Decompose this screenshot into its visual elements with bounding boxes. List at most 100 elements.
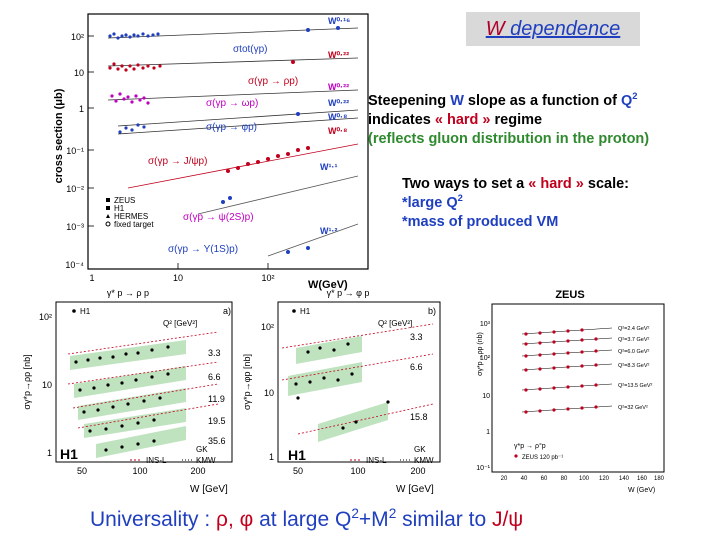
zeus-rho-plot: ZEUS σγ*p→ρp (nb) 10³ 10² 10 1 10⁻¹ Q²=2…	[476, 289, 665, 494]
phi-ytick-1: 10	[264, 388, 274, 398]
zeus-ylabel: σγ*p→ρp (nb)	[477, 332, 484, 376]
main-legend-h1: H1	[114, 204, 125, 213]
zeus-xtick-3: 80	[561, 476, 568, 482]
phi-h1-tag: H1	[288, 447, 306, 463]
bottom-plus-m: +M	[358, 508, 389, 531]
rho-ytick-1: 10	[42, 380, 52, 390]
rho-panel-label: a)	[223, 306, 231, 316]
zeus-q2-4: Q²=13.5 GeV²	[618, 383, 653, 389]
rho-q2-3: 19.5	[208, 416, 226, 426]
main-label-upsilon: σ(γp → Υ(1S)p)	[168, 244, 238, 255]
rho-xtick-0: 50	[77, 466, 87, 476]
text1-line1-a: Steepening	[368, 93, 451, 109]
main-plot-frame	[87, 13, 369, 270]
main-ytick-5: 10⁻³	[66, 222, 84, 232]
zeus-q2-0: Q²=2.4 GeV²	[618, 326, 650, 332]
text1-hard: « hard »	[434, 112, 491, 128]
phi-model-insl: INS-L	[366, 456, 387, 465]
main-label-jpsi: σ(γp → J/ψp)	[148, 156, 207, 167]
main-ylabel: cross section (μb)	[53, 88, 65, 183]
main-label-psi2s: σ(γp → ψ(2S)p)	[183, 212, 254, 223]
phi-w-plot: γ* p → φ p b) H1 Q² [GeV²] σγ*p→φp [nb] …	[242, 288, 441, 495]
phi-q2-0: 3.3	[410, 332, 423, 342]
zeus-xtick-4: 100	[579, 476, 590, 482]
text2-line1-a: Two ways to set a	[402, 176, 529, 192]
main-power-7: W¹·²	[320, 226, 338, 236]
slide-title: W dependence	[486, 18, 621, 41]
main-label-phi: σ(γp → φp)	[206, 122, 257, 133]
rho-model-kmw: KMW	[196, 456, 216, 465]
zeus-ytick-1: 10²	[480, 355, 491, 362]
main-power-5: W⁰·⁸	[328, 126, 347, 136]
text2-hard: « hard »	[528, 176, 584, 192]
phi-q2-header: Q² [GeV²]	[378, 319, 412, 328]
rho-q2-1: 6.6	[208, 372, 221, 382]
main-ytick-2: 1	[79, 104, 84, 114]
main-label-tot: σtot(γp)	[233, 44, 268, 55]
text1-q: Q2	[620, 91, 638, 109]
rho-plot-header: γ* p → ρ p	[107, 288, 149, 298]
main-data-points	[108, 26, 340, 254]
rho-model-insl: INS-L	[146, 456, 167, 465]
zeus-ytick-0: 10³	[480, 321, 491, 328]
rho-h1-tag: H1	[60, 446, 78, 462]
main-power-4: W⁰·⁸	[328, 112, 347, 122]
zeus-xtick-2: 60	[541, 476, 548, 482]
zeus-q2-3: Q²=8.3 GeV²	[618, 363, 650, 369]
main-cross-section-plot: cross section (μb) W(GeV) 10² 10 1 10⁻¹ …	[53, 13, 369, 291]
phi-ylabel: σγ*p→φp [nb]	[242, 354, 252, 410]
main-legend-fixed: fixed target	[114, 220, 154, 229]
steepening-text: Steepening W slope as a function of Q2 i…	[368, 91, 650, 149]
zeus-xtick-6: 140	[619, 476, 630, 482]
text1-line1-b: slope as a function of	[463, 93, 621, 109]
title-rest: dependence	[504, 17, 621, 40]
zeus-xtick-5: 120	[599, 476, 610, 482]
zeus-q2-1: Q²=3.7 GeV²	[618, 337, 650, 343]
main-ytick-0: 10²	[71, 32, 84, 42]
phi-ytick-0: 10²	[261, 322, 274, 332]
bottom-q: Q	[334, 508, 352, 531]
bottom-greek: ρ, φ	[216, 508, 254, 531]
rho-model-gk: GK	[196, 445, 208, 454]
text1-line2-b: regime	[490, 112, 543, 128]
text1-line2-a: indicates	[368, 112, 435, 128]
zeus-q2-5: Q²=32 GeV²	[618, 405, 648, 411]
phi-legend-h1: H1	[300, 307, 311, 316]
rho-ylabel: σγ*p→ρp [nb]	[22, 354, 32, 409]
main-legend-zeus: ZEUS	[114, 196, 135, 205]
text1-line3: (reflects gluon distribution in the prot…	[368, 131, 650, 147]
main-power-3: W⁰·²²	[328, 98, 349, 108]
rho-q2-header: Q² [GeV²]	[163, 319, 197, 328]
rho-ytick-0: 10²	[39, 312, 52, 322]
rho-legend-h1: H1	[80, 307, 91, 316]
bottom-jpsi: J/ψ	[491, 508, 524, 531]
main-power-2: W⁰·²²	[328, 82, 349, 92]
phi-xtick-1: 100	[350, 466, 365, 476]
main-power-1: W⁰·²²	[328, 50, 349, 60]
phi-ytick-2: 1	[269, 452, 274, 462]
hard-scale-text: Two ways to set a « hard » scale: *large…	[402, 175, 629, 232]
zeus-xtick-1: 40	[521, 476, 528, 482]
zeus-xtick-7: 160	[637, 476, 648, 482]
zeus-q2-2: Q²=6.0 GeV²	[618, 349, 650, 355]
phi-xtick-2: 200	[410, 466, 425, 476]
phi-model-kmw: KMW	[414, 456, 434, 465]
zeus-legend-process: γ*p → ρ°p	[514, 442, 546, 450]
text2-line2-sup: 2	[457, 192, 463, 204]
text1-q-letter: Q	[620, 93, 633, 109]
text2-line2: *large Q	[402, 195, 458, 211]
main-power-6: W¹·¹	[320, 162, 338, 172]
bottom-m-sup: 2	[388, 506, 397, 521]
bottom-q-sup: 2	[351, 506, 359, 521]
phi-xtick-0: 50	[293, 466, 303, 476]
phi-plot-header: γ* p → φ p	[327, 288, 370, 298]
zeus-header: ZEUS	[555, 289, 584, 301]
main-ytick-1: 10	[74, 68, 84, 78]
phi-xlabel: W [GeV]	[396, 484, 434, 495]
rho-q2-4: 35.6	[208, 436, 226, 446]
phi-q2-1: 6.6	[410, 362, 423, 372]
zeus-xtick-8: 180	[654, 476, 665, 482]
text2-line1-b: scale:	[583, 176, 630, 192]
rho-xtick-1: 100	[132, 466, 147, 476]
